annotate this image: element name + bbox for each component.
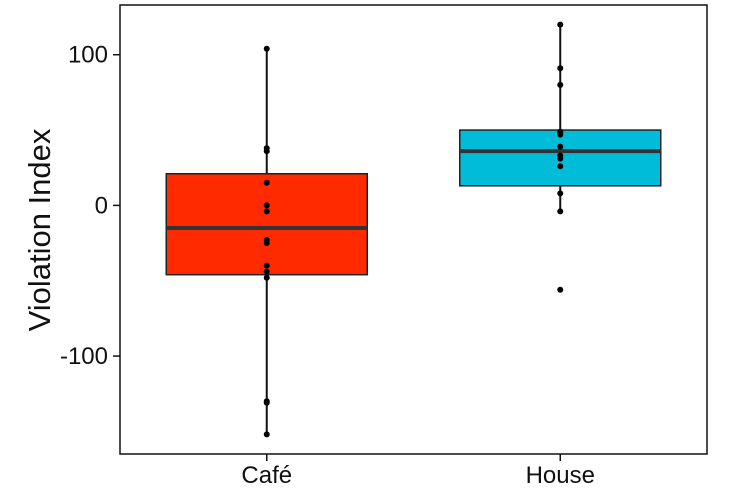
data-point xyxy=(263,148,270,155)
data-point xyxy=(557,131,564,138)
iqr-box xyxy=(165,173,368,276)
data-point xyxy=(263,179,270,186)
data-point xyxy=(263,268,270,275)
points-layer xyxy=(263,21,564,438)
data-point xyxy=(557,163,564,170)
data-point xyxy=(263,262,270,269)
data-point xyxy=(557,81,564,88)
data-point xyxy=(557,21,564,28)
data-point xyxy=(557,65,564,72)
data-point xyxy=(557,208,564,215)
data-point xyxy=(263,45,270,52)
data-point xyxy=(263,274,270,281)
data-point xyxy=(557,190,564,197)
data-point xyxy=(263,208,270,215)
y-tick-label: 100 xyxy=(68,42,108,69)
x-axis: Café House xyxy=(241,454,595,489)
y-tick-label: 0 xyxy=(95,192,108,219)
data-point xyxy=(263,431,270,438)
data-point xyxy=(263,399,270,406)
x-tick-label: Café xyxy=(241,462,292,489)
y-tick-label: -100 xyxy=(60,343,108,370)
y-axis: 100 0 -100 xyxy=(60,42,120,370)
y-axis-title: Violation Index xyxy=(22,128,57,331)
data-point xyxy=(263,240,270,247)
x-tick-label: House xyxy=(526,462,595,489)
data-point xyxy=(557,155,564,162)
data-point xyxy=(557,286,564,293)
data-point xyxy=(557,143,564,150)
data-point xyxy=(263,202,270,209)
